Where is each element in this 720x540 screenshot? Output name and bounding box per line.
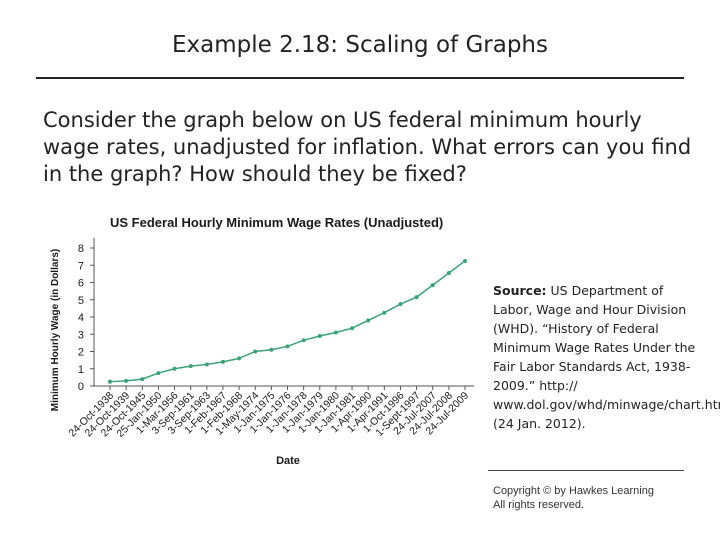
data-point [414,295,419,300]
x-axis-label: Date [276,455,300,467]
data-point [301,338,306,343]
data-point [269,347,274,352]
data-point [463,258,467,263]
data-point [253,349,258,354]
copyright-divider [488,470,684,471]
source-label: Source: [493,283,547,298]
y-tick-label: 2 [78,347,84,359]
y-tick-label: 5 [78,295,84,307]
data-point [156,371,161,376]
source-citation: Source: US Department of Labor, Wage and… [493,281,720,433]
y-tick-label: 6 [78,278,84,290]
copyright-notice: Copyright © by Hawkes Learning All rights… [493,484,693,512]
data-point [398,302,403,307]
source-text: US Department of Labor, Wage and Hour Di… [493,283,720,431]
y-tick-label: 4 [78,312,84,324]
data-point [220,359,225,364]
slide-body-text: Consider the graph below on US federal m… [43,108,692,186]
copyright-line-1: Copyright © by Hawkes Learning [493,485,654,497]
data-point [285,344,290,349]
data-point [140,377,145,382]
y-tick-label: 7 [78,260,84,272]
data-point [366,318,371,323]
data-point [172,366,177,371]
copyright-line-2: All rights reserved. [493,499,585,511]
data-point [108,379,112,384]
data-point [188,364,193,369]
data-point [430,283,435,288]
series-line [109,260,466,383]
data-point [237,356,242,361]
data-point [333,330,338,335]
data-point [350,326,355,331]
y-tick-label: 8 [78,243,84,255]
data-point [124,378,129,383]
title-divider [36,77,684,79]
y-axis-label: Minimum Hourly Wage (in Dollars) [50,249,61,411]
slide-title: Example 2.18: Scaling of Graphs [172,32,548,58]
y-tick-label: 1 [78,364,84,376]
minimum-wage-chart: US Federal Hourly Minimum Wage Rates (Un… [50,215,474,467]
data-point [204,362,209,367]
y-tick-label: 0 [78,381,84,393]
data-point [382,310,387,315]
data-point [446,271,451,276]
chart-title: US Federal Hourly Minimum Wage Rates (Un… [110,215,443,230]
y-tick-label: 3 [78,329,84,341]
data-point [317,333,322,338]
